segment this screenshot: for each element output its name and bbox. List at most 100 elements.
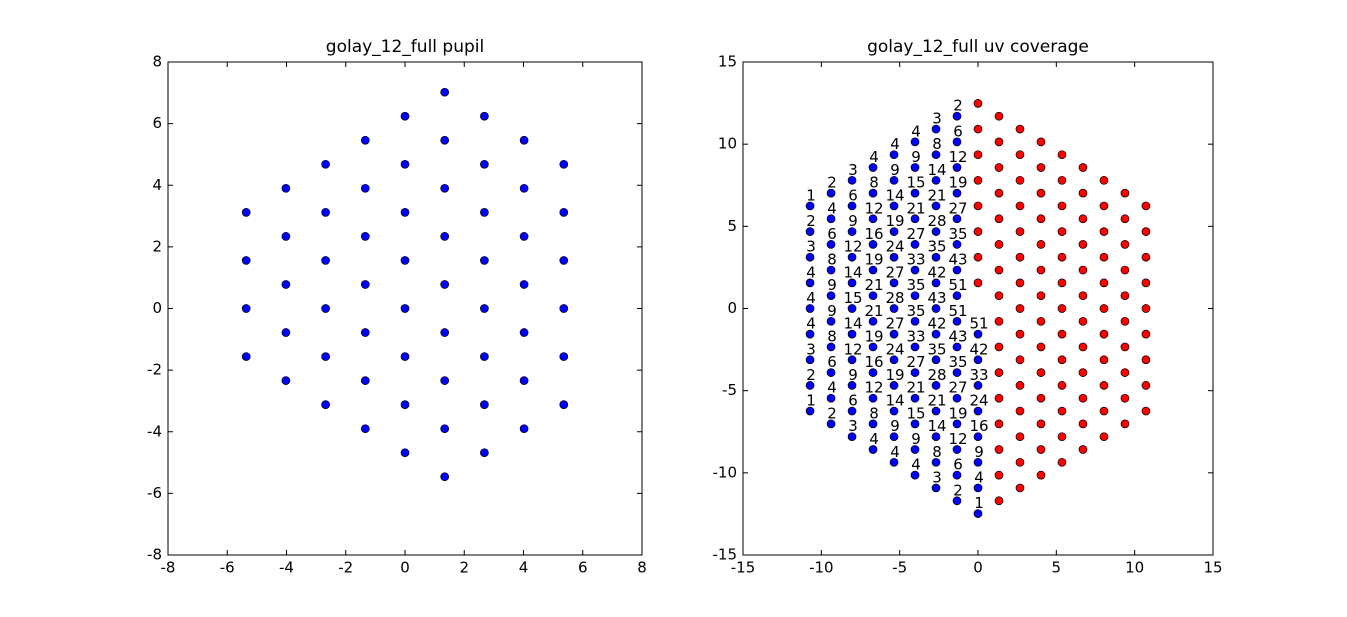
point	[931, 227, 941, 236]
point-label: 6	[848, 392, 858, 410]
point-label: 4	[890, 135, 900, 153]
point-label: 14	[927, 161, 946, 179]
point	[994, 393, 1004, 403]
point-label: 8	[932, 135, 942, 153]
point	[826, 265, 836, 275]
point-label: 27	[906, 353, 925, 371]
point	[440, 280, 450, 289]
point	[281, 376, 291, 385]
point	[826, 342, 836, 352]
point	[519, 328, 529, 337]
point-label: 21	[906, 379, 925, 397]
point	[1141, 381, 1151, 390]
point	[1036, 316, 1046, 326]
point-label: 12	[948, 148, 967, 166]
point-label: 14	[843, 315, 862, 333]
point	[400, 256, 410, 265]
point	[1078, 393, 1088, 403]
point	[1036, 240, 1046, 249]
point-label: 27	[948, 379, 967, 397]
point-label: 3	[848, 417, 858, 435]
point	[400, 159, 410, 169]
point-label: 28	[927, 366, 946, 384]
point-label: 2	[806, 212, 816, 230]
point-label: 3	[806, 340, 816, 358]
point	[559, 352, 569, 361]
point	[994, 214, 1004, 224]
point	[1036, 342, 1046, 352]
point	[973, 355, 983, 365]
point	[559, 400, 569, 409]
point	[1036, 291, 1046, 301]
point	[360, 232, 370, 241]
point-label: 43	[927, 289, 946, 307]
point-label: 15	[906, 174, 925, 192]
point-label: 21	[906, 199, 925, 217]
x-tick-label: 2	[459, 559, 469, 577]
point	[973, 329, 983, 339]
y-tick-label: 10	[718, 135, 737, 153]
point-label: 43	[948, 327, 967, 345]
point-label: 9	[848, 366, 858, 384]
point	[847, 227, 857, 236]
point	[360, 424, 370, 434]
point	[1015, 381, 1025, 390]
point-label: 21	[927, 392, 946, 410]
point-label: 9	[911, 148, 921, 166]
point-label: 24	[885, 238, 904, 256]
point	[826, 316, 836, 326]
point-label: 8	[869, 174, 879, 192]
point-label: 4	[806, 315, 816, 333]
point-label: 8	[827, 327, 837, 345]
point	[480, 304, 489, 313]
point-label: 3	[932, 110, 942, 128]
point-label: 4	[911, 456, 921, 474]
point-label: 3	[932, 468, 942, 486]
point	[952, 137, 962, 147]
y-tick-label: 8	[152, 53, 162, 71]
point	[1057, 457, 1067, 467]
point-label: 1	[806, 392, 816, 410]
point	[440, 472, 450, 482]
point-label: 33	[969, 366, 988, 384]
point	[973, 252, 983, 262]
point-label: 4	[827, 199, 837, 217]
point	[519, 183, 529, 193]
point	[400, 352, 410, 361]
point	[241, 304, 251, 313]
point-label: 35	[906, 276, 925, 294]
point	[847, 329, 857, 339]
point	[994, 470, 1004, 480]
point	[973, 278, 983, 288]
point-label: 33	[906, 251, 925, 269]
point	[1036, 188, 1046, 198]
point	[1036, 137, 1046, 147]
point	[910, 291, 920, 301]
point	[952, 368, 962, 377]
point	[847, 304, 857, 313]
point	[281, 232, 291, 241]
point-label: 4	[806, 263, 816, 281]
point	[847, 381, 857, 390]
point	[994, 419, 1004, 429]
point	[480, 208, 489, 217]
point	[952, 445, 962, 454]
point-label: 21	[864, 276, 883, 294]
point	[440, 87, 450, 97]
point	[952, 393, 962, 403]
point-label: 19	[948, 404, 967, 422]
point	[440, 183, 450, 193]
point	[1078, 342, 1088, 352]
point	[480, 400, 489, 409]
point	[805, 278, 815, 288]
x-tick-label: 8	[637, 559, 647, 577]
x-tick-label: 0	[973, 559, 983, 577]
point	[1057, 175, 1067, 185]
point	[1057, 201, 1067, 211]
point	[440, 328, 450, 337]
point	[1078, 445, 1088, 454]
point	[1015, 304, 1025, 313]
point	[868, 419, 878, 429]
point	[910, 265, 920, 275]
point-label: 27	[948, 199, 967, 217]
